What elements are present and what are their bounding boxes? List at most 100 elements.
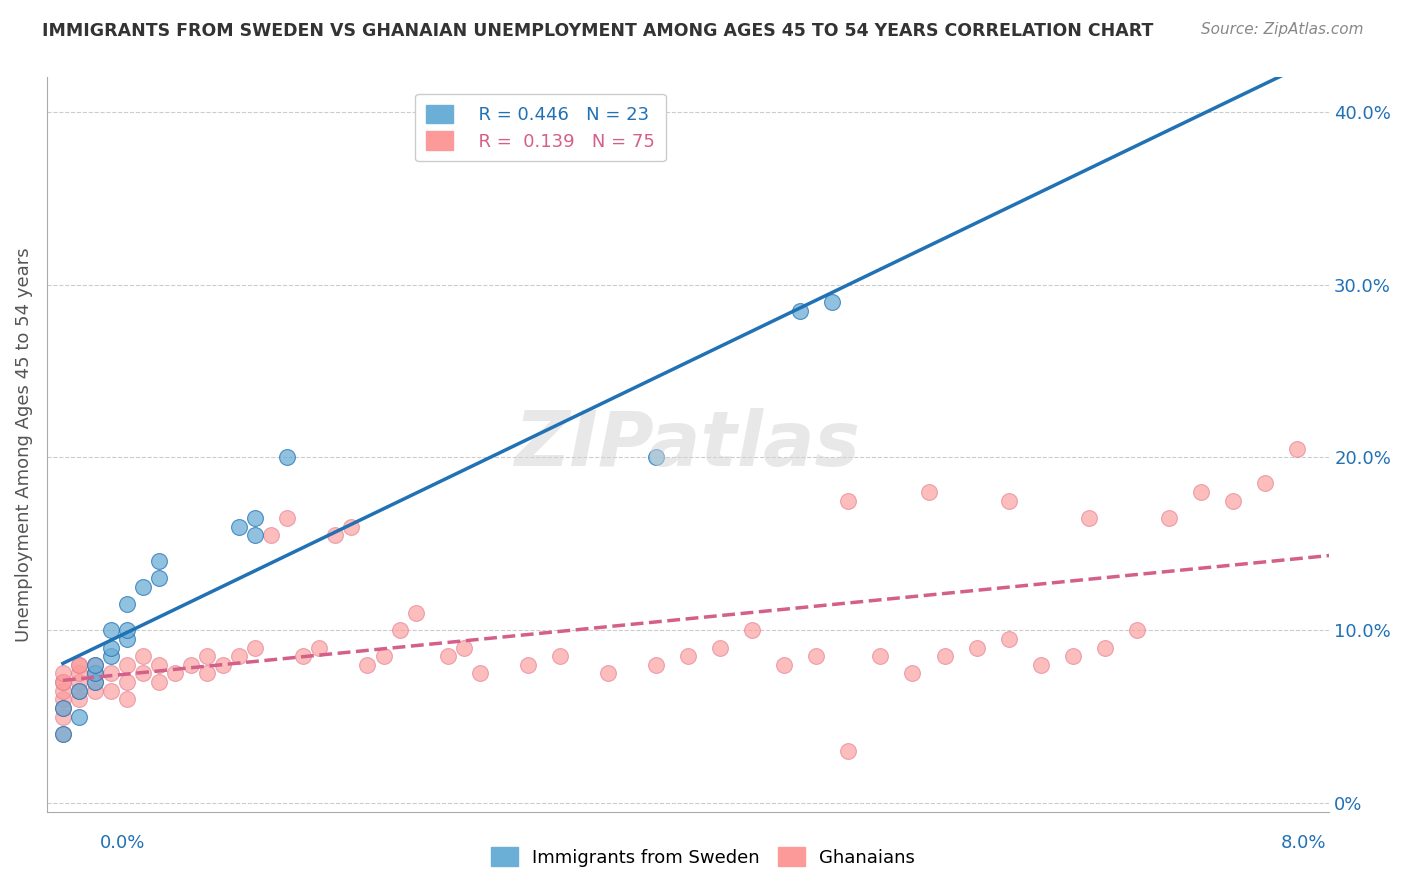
Point [548,649,571,664]
Point [67,657,90,672]
Point [934,649,956,664]
Point [115,598,138,612]
Point [100,683,122,698]
Point [773,657,796,672]
Point [821,295,844,310]
Point [308,640,330,655]
Point [180,657,202,672]
Point [132,580,155,594]
Point [84,666,107,681]
Point [1062,649,1084,664]
Text: ZIPatlas: ZIPatlas [515,408,860,482]
Point [789,303,811,318]
Point [917,485,939,500]
Point [100,666,122,681]
Point [52,727,75,741]
Point [837,493,859,508]
Point [966,640,988,655]
Point [132,649,155,664]
Point [405,606,427,620]
Point [228,519,250,533]
Point [373,649,395,664]
Point [67,709,90,723]
Point [212,657,235,672]
Point [741,624,763,638]
Point [325,528,347,542]
Point [52,675,75,690]
Point [1126,624,1149,638]
Point [67,692,90,706]
Legend: Immigrants from Sweden, Ghanaians: Immigrants from Sweden, Ghanaians [484,840,922,874]
Point [148,571,170,585]
Point [388,624,411,638]
Point [84,657,107,672]
Point [84,666,107,681]
Text: 8.0%: 8.0% [1281,834,1326,852]
Point [52,692,75,706]
Point [115,632,138,646]
Point [1029,657,1052,672]
Point [67,666,90,681]
Point [195,666,218,681]
Point [67,657,90,672]
Point [436,649,458,664]
Point [115,624,138,638]
Point [52,701,75,715]
Text: IMMIGRANTS FROM SWEDEN VS GHANAIAN UNEMPLOYMENT AMONG AGES 45 TO 54 YEARS CORREL: IMMIGRANTS FROM SWEDEN VS GHANAIAN UNEMP… [42,22,1153,40]
Point [115,657,138,672]
Point [276,511,298,525]
Point [52,709,75,723]
Point [67,675,90,690]
Point [115,675,138,690]
Y-axis label: Unemployment Among Ages 45 to 54 years: Unemployment Among Ages 45 to 54 years [15,247,32,642]
Point [806,649,828,664]
Point [195,649,218,664]
Text: 0.0%: 0.0% [100,834,145,852]
Point [837,744,859,758]
Point [84,675,107,690]
Point [468,666,491,681]
Point [645,450,668,465]
Point [245,640,267,655]
Point [52,683,75,698]
Point [1222,493,1244,508]
Point [276,450,298,465]
Point [1077,511,1099,525]
Point [100,640,122,655]
Point [292,649,315,664]
Legend:   R = 0.446   N = 23,   R =  0.139   N = 75: R = 0.446 N = 23, R = 0.139 N = 75 [415,94,666,161]
Point [148,657,170,672]
Point [901,666,924,681]
Point [52,701,75,715]
Point [453,640,475,655]
Point [596,666,619,681]
Point [997,632,1019,646]
Point [84,657,107,672]
Point [245,511,267,525]
Point [1286,442,1309,456]
Point [132,666,155,681]
Point [1094,640,1116,655]
Point [1254,476,1277,491]
Point [869,649,891,664]
Point [356,657,378,672]
Point [100,649,122,664]
Point [228,649,250,664]
Point [709,640,731,655]
Point [100,624,122,638]
Point [52,727,75,741]
Point [260,528,283,542]
Point [245,528,267,542]
Point [67,683,90,698]
Point [645,657,668,672]
Point [84,683,107,698]
Text: Source: ZipAtlas.com: Source: ZipAtlas.com [1201,22,1364,37]
Point [340,519,363,533]
Point [516,657,538,672]
Point [1189,485,1212,500]
Point [67,683,90,698]
Point [148,554,170,568]
Point [1157,511,1180,525]
Point [165,666,187,681]
Point [52,675,75,690]
